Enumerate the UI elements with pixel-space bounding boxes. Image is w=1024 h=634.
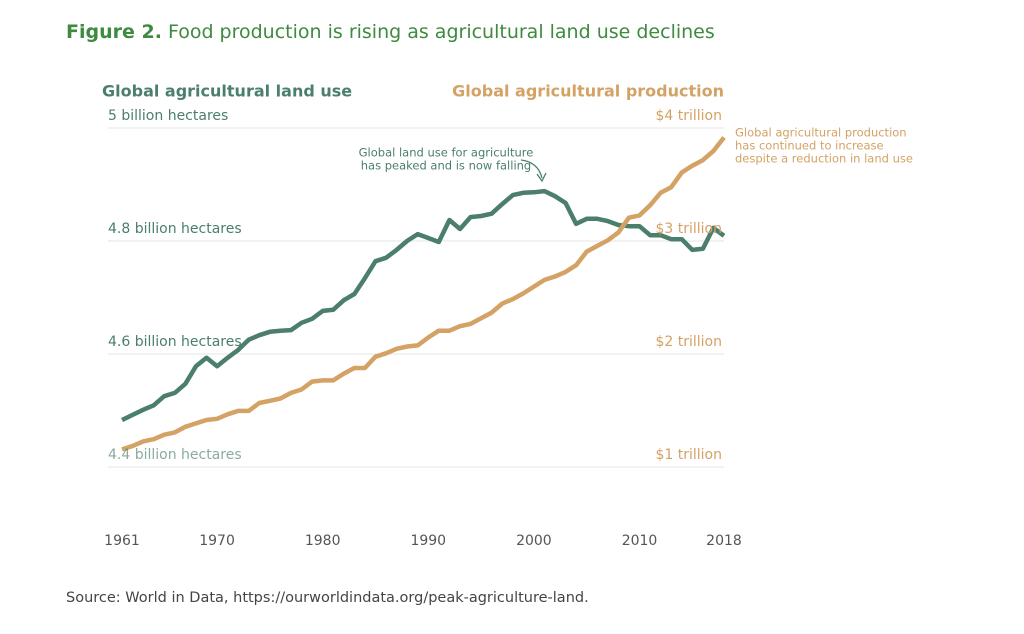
- y-axis-title: Global agricultural land use: [102, 82, 352, 101]
- y2-tick-label: $1 trillion: [655, 447, 722, 463]
- x-tick-label: 2010: [622, 533, 658, 549]
- annotation-arrow: [520, 159, 543, 179]
- x-tick-label: 1970: [199, 533, 235, 549]
- y-tick-label: 4.6 billion hectares: [108, 334, 242, 350]
- annotation: Global land use for agriculture: [359, 146, 534, 160]
- x-tick-label: 1961: [104, 533, 140, 549]
- y2-tick-label: $2 trillion: [655, 334, 722, 350]
- series-line: [121, 136, 726, 452]
- x-tick-label: 1990: [410, 533, 446, 549]
- annotation: has continued to increase: [735, 139, 884, 153]
- x-tick-label: 1980: [305, 533, 341, 549]
- y2-tick-label: $4 trillion: [655, 108, 722, 124]
- title: Food production is rising as agricultura…: [168, 21, 715, 43]
- y-tick-label: 4.4 billion hectares: [108, 447, 242, 463]
- source: Source: World in Data, https://ourworldi…: [66, 590, 589, 606]
- y2-axis-title: Global agricultural production: [452, 82, 724, 101]
- grid: [108, 127, 724, 468]
- annotation: despite a reduction in land use: [735, 152, 913, 166]
- y-tick-label: 5 billion hectares: [108, 108, 228, 124]
- plot: [121, 136, 726, 452]
- x-tick-label: 2000: [516, 533, 552, 549]
- y2-tick-label: $3 trillion: [655, 221, 722, 237]
- x-tick-label: 2018: [706, 533, 742, 549]
- annotation: has peaked and is now falling: [361, 159, 531, 173]
- annotation-arrowhead: [536, 172, 547, 183]
- annotation: Global agricultural production: [735, 126, 907, 140]
- figure-label: Figure 2.: [66, 21, 162, 43]
- y-tick-label: 4.8 billion hectares: [108, 221, 242, 237]
- figure-title: Figure 2. Food production is rising as ag…: [66, 21, 715, 43]
